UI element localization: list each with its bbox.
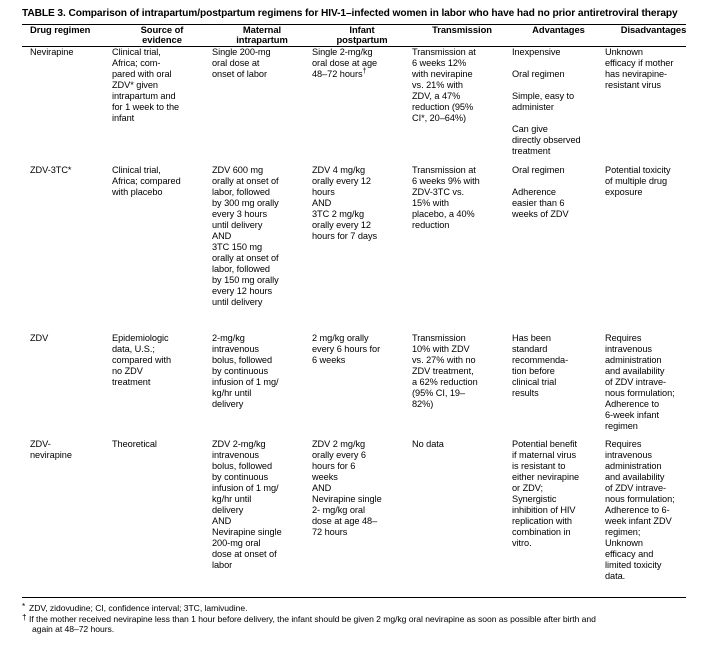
cell-drug-regimen: ZDV- nevirapine <box>30 439 72 461</box>
cell-disadvantages: Requires intravenous administration and … <box>605 439 675 582</box>
column-header-advantages: Advantages <box>512 23 605 47</box>
header-line-1: Transmission <box>432 23 492 35</box>
column-header-drug-regimen: Drug regimen <box>22 23 112 47</box>
cell-advantages: Has been standard recommenda- tion befor… <box>512 333 569 399</box>
header-line-1: Infant <box>349 23 375 35</box>
cell-infant-text: ZDV 4 mg/kg orally every 12 hours AND 3T… <box>312 165 378 242</box>
column-header-source-of-evidence: Source of evidence <box>112 23 212 47</box>
cell-source-of-evidence: Clinical trial, Africa; com- pared with … <box>112 47 180 124</box>
footnote-marker-dagger: † <box>362 66 367 76</box>
cell-infant-text: 2 mg/kg orally every 6 hours for 6 weeks <box>312 333 381 366</box>
header-line-2: intrapartum <box>236 34 288 46</box>
cell-source-of-evidence: Theoretical <box>112 439 157 450</box>
table-bottom-divider <box>22 597 686 599</box>
table-row: ZDV-3TC* Clinical trial, Africa; compare… <box>22 165 702 333</box>
footnote-item: * ZDV, zidovudine; CI, confidence interv… <box>22 602 686 614</box>
cell-drug-regimen: Nevirapine <box>30 47 74 58</box>
header-row: Drug regimen Source of evidence Maternal… <box>22 23 702 47</box>
cell-transmission: No data <box>412 439 444 450</box>
cell-maternal-intrapartum: Single 200-mg oral dose at onset of labo… <box>212 47 271 80</box>
cell-transmission: Transmission at 6 weeks 12% with nevirap… <box>412 47 476 124</box>
cell-transmission: Transmission at 6 weeks 9% with ZDV-3TC … <box>412 165 480 231</box>
footnote-marker-dagger: † <box>22 612 27 622</box>
header-line-2: postpartum <box>336 34 388 46</box>
cell-transmission: Transmission 10% with ZDV vs. 27% with n… <box>412 333 478 410</box>
cell-advantages: Oral regimen Adherence easier than 6 wee… <box>512 165 569 220</box>
footnote-text: If the mother received nevirapine less t… <box>29 614 686 635</box>
header-line-1: Drug regimen <box>30 23 91 35</box>
cell-disadvantages: Potential toxicity of multiple drug expo… <box>605 165 671 198</box>
cell-advantages: Inexpensive Oral regimen Simple, easy to… <box>512 47 581 157</box>
cell-drug-regimen: ZDV <box>30 333 49 344</box>
cell-infant-postpartum: ZDV 2 mg/kg orally every 6 hours for 6 w… <box>312 439 412 597</box>
cell-infant-postpartum: 2 mg/kg orally every 6 hours for 6 weeks <box>312 333 412 439</box>
footnote-text: ZDV, zidovudine; CI, confidence interval… <box>29 603 248 614</box>
table-row: ZDV- nevirapine Theoretical ZDV 2-mg/kg … <box>22 439 702 597</box>
footnote-text-line-1: If the mother received nevirapine less t… <box>29 613 596 624</box>
column-header-infant-postpartum: Infant postpartum <box>312 23 412 47</box>
header-divider <box>22 46 686 48</box>
cell-infant-postpartum: ZDV 4 mg/kg orally every 12 hours AND 3T… <box>312 165 412 333</box>
cell-source-of-evidence: Clinical trial, Africa; compared with pl… <box>112 165 181 198</box>
cell-drug-regimen: ZDV-3TC* <box>30 165 72 176</box>
header-line-1: Advantages <box>532 23 585 35</box>
title-divider <box>22 23 686 25</box>
cell-maternal-intrapartum: ZDV 600 mg orally at onset of labor, fol… <box>212 165 279 308</box>
table-title: TABLE 3. Comparison of intrapartum/postp… <box>22 8 678 19</box>
cell-advantages: Potential benefit if maternal virus is r… <box>512 439 580 549</box>
column-header-disadvantages: Disadvantages <box>605 23 702 47</box>
cell-source-of-evidence: Epidemiologic data, U.S.; compared with … <box>112 333 172 388</box>
column-header-maternal-intrapartum: Maternal intrapartum <box>212 23 312 47</box>
table-header: Drug regimen Source of evidence Maternal… <box>22 23 702 47</box>
cell-maternal-intrapartum: ZDV 2-mg/kg intravenous bolus, followed … <box>212 439 282 571</box>
table-row: Nevirapine Clinical trial, Africa; com- … <box>22 47 702 165</box>
column-header-transmission: Transmission <box>412 23 512 47</box>
footnotes: * ZDV, zidovudine; CI, confidence interv… <box>22 602 686 635</box>
header-line-2: evidence <box>142 34 182 46</box>
cell-disadvantages: Requires intravenous administration and … <box>605 333 675 432</box>
cell-infant-text: Single 2-mg/kg oral dose at age 48–72 ho… <box>312 47 378 80</box>
cell-maternal-intrapartum: 2-mg/kg intravenous bolus, followed by c… <box>212 333 279 410</box>
cell-infant-postpartum: Single 2-mg/kg oral dose at age 48–72 ho… <box>312 47 412 165</box>
table-body: Nevirapine Clinical trial, Africa; com- … <box>22 47 702 597</box>
comparison-table-body: Nevirapine Clinical trial, Africa; com- … <box>22 47 702 597</box>
comparison-table: Drug regimen Source of evidence Maternal… <box>22 23 702 47</box>
cell-infant-text: ZDV 2 mg/kg orally every 6 hours for 6 w… <box>312 439 382 538</box>
header-line-1: Source of <box>140 23 184 35</box>
header-line-1: Disadvantages <box>620 23 687 35</box>
table-row: ZDV Epidemiologic data, U.S.; compared w… <box>22 333 702 439</box>
footnote-item: † If the mother received nevirapine less… <box>22 612 686 635</box>
footnote-text-line-2: again at 48–72 hours. <box>32 624 115 635</box>
header-line-1: Maternal <box>242 23 282 35</box>
footnote-marker-asterisk: * <box>22 602 26 612</box>
cell-disadvantages: Unknown efficacy if mother has nevirapin… <box>605 47 674 91</box>
